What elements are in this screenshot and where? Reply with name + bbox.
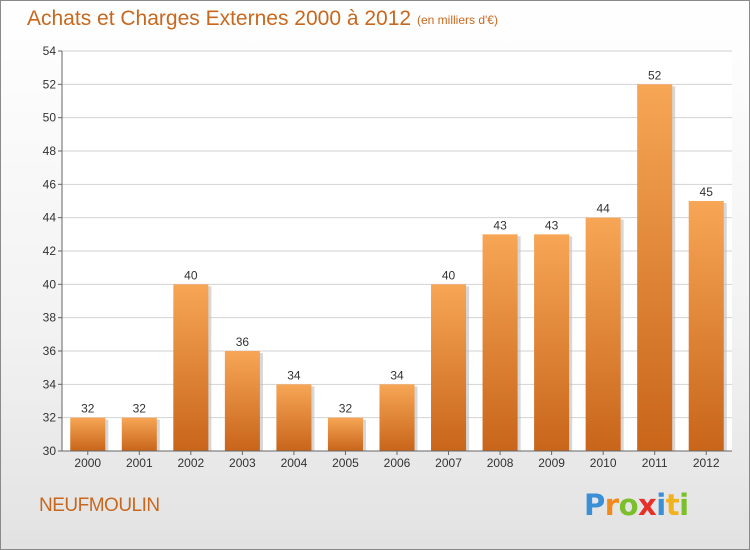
logo-letter: i xyxy=(656,488,666,522)
bar xyxy=(224,351,260,451)
y-tick-label: 40 xyxy=(43,277,57,291)
x-tick-label: 2012 xyxy=(693,456,720,470)
y-tick-label: 38 xyxy=(43,311,57,325)
data-label: 44 xyxy=(596,202,610,216)
y-tick-label: 44 xyxy=(43,211,57,225)
bar xyxy=(379,384,415,451)
proxiti-logo: Proxiti xyxy=(584,488,689,522)
data-label: 40 xyxy=(184,268,198,282)
bars: 32 32 40 36 34 32 34 40 43 43 44 52 45 xyxy=(70,68,727,451)
x-tick-label: 2011 xyxy=(642,456,668,470)
data-label: 32 xyxy=(81,402,95,416)
y-tick-label: 42 xyxy=(43,244,57,258)
bar xyxy=(482,234,518,451)
x-tick-label: 2004 xyxy=(281,456,308,470)
y-tick-label: 34 xyxy=(43,377,57,391)
bar xyxy=(327,417,363,451)
y-tick-label: 48 xyxy=(43,144,57,158)
y-tick-label: 32 xyxy=(43,411,57,425)
data-label: 32 xyxy=(133,402,147,416)
bar xyxy=(276,384,312,451)
x-tick-label: 2001 xyxy=(126,456,153,470)
y-tick-label: 30 xyxy=(43,444,57,458)
chart-subtitle: (en milliers d'€) xyxy=(417,13,498,27)
bar xyxy=(688,201,724,451)
x-tick-label: 2000 xyxy=(74,456,101,470)
logo-letter: t xyxy=(665,488,680,522)
logo-letter: x xyxy=(638,488,657,522)
bar xyxy=(173,284,209,451)
logo-letter: i xyxy=(679,488,689,522)
data-label: 32 xyxy=(339,402,353,416)
bar xyxy=(70,417,106,451)
logo-letter: o xyxy=(618,488,639,522)
x-tick-label: 2007 xyxy=(435,456,462,470)
bar xyxy=(431,284,467,451)
y-tick-label: 52 xyxy=(43,77,57,91)
x-tick-label: 2009 xyxy=(538,456,565,470)
y-tick-label: 54 xyxy=(43,44,57,58)
logo-letter: P xyxy=(584,488,605,522)
logo-letter: r xyxy=(604,488,619,522)
bar xyxy=(534,234,570,451)
data-label: 34 xyxy=(287,368,301,382)
data-label: 40 xyxy=(442,268,456,282)
data-label: 52 xyxy=(648,68,662,82)
data-label: 43 xyxy=(545,218,559,232)
data-label: 43 xyxy=(493,218,507,232)
y-tick-label: 36 xyxy=(43,344,57,358)
x-tick-label: 2005 xyxy=(332,456,359,470)
data-label: 36 xyxy=(236,335,250,349)
bar xyxy=(585,217,621,451)
bar xyxy=(121,417,157,451)
data-label: 45 xyxy=(700,185,714,199)
axes: 30 32 34 36 38 40 42 44 46 48 50 52 54 2000 2001 2002 20… xyxy=(43,44,732,470)
y-tick-label: 46 xyxy=(43,177,57,191)
bar xyxy=(637,84,673,451)
x-tick-label: 2008 xyxy=(487,456,514,470)
y-tick-label: 50 xyxy=(43,111,57,125)
data-label: 34 xyxy=(390,368,404,382)
x-tick-label: 2010 xyxy=(590,456,617,470)
x-tick-label: 2003 xyxy=(229,456,256,470)
x-tick-label: 2002 xyxy=(177,456,204,470)
x-tick-label: 2006 xyxy=(384,456,411,470)
place-name: NEUFMOULIN xyxy=(39,495,160,516)
chart-title: Achats et Charges Externes 2000 à 2012 xyxy=(27,7,412,30)
